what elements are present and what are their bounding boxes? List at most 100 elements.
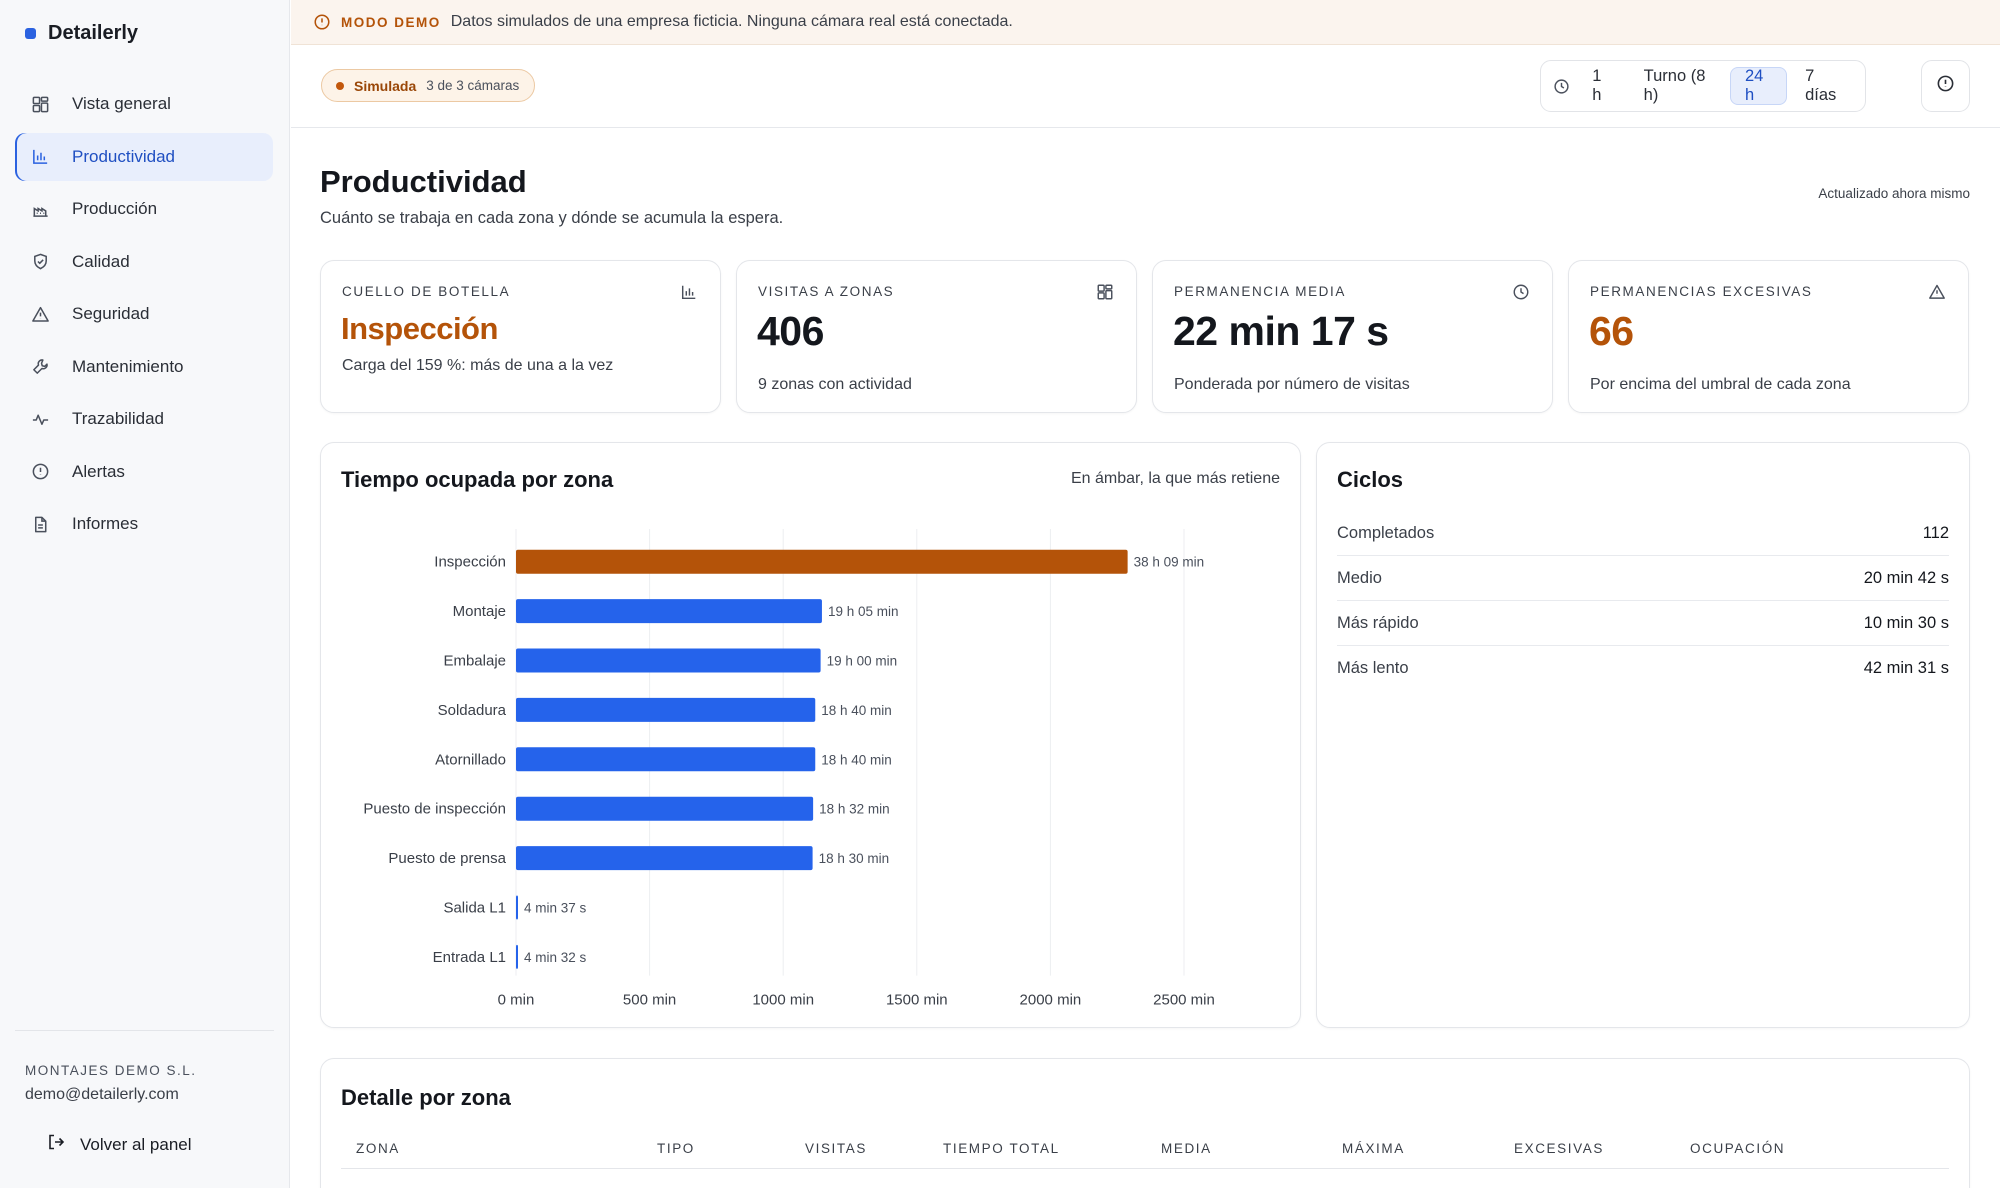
column-header-excessive[interactable]: EXCESIVAS: [1514, 1141, 1604, 1156]
sidebar-item-produccion[interactable]: Producción: [15, 185, 273, 233]
category-label: Montaje: [453, 603, 506, 620]
updated-status: Actualizado ahora mismo: [1818, 186, 1970, 201]
kpi-value: 406: [757, 308, 824, 354]
sidebar: Detailerly Vista general Productividad P…: [0, 0, 290, 1188]
data-label: 19 h 05 min: [828, 604, 899, 619]
info-circle-icon: [313, 13, 331, 31]
range-option-7d[interactable]: 7 días: [1805, 67, 1837, 104]
wrench-icon: [30, 357, 50, 377]
user-email: demo@detailerly.com: [25, 1086, 179, 1103]
demo-banner-text: Datos simulados de una empresa ficticia.…: [450, 13, 1013, 30]
data-label: 19 h 00 min: [827, 654, 898, 669]
cycles-row-slowest: Más lento 42 min 31 s: [1337, 646, 1949, 691]
kpi-value: 22 min 17 s: [1173, 308, 1389, 354]
column-header-visits[interactable]: VISITAS: [805, 1141, 867, 1156]
brand[interactable]: Detailerly: [25, 22, 138, 45]
cycles-label: Medio: [1337, 568, 1382, 587]
demo-mode-tag: MODO DEMO: [341, 14, 441, 30]
activity-icon: [30, 409, 50, 429]
kpi-note: 9 zonas con actividad: [758, 376, 912, 393]
bar-chart-icon: [680, 283, 700, 303]
x-tick-label: 1000 min: [752, 992, 814, 1009]
sidebar-item-trazabilidad[interactable]: Trazabilidad: [15, 395, 273, 443]
page-title: Productividad: [320, 164, 527, 199]
sidebar-item-calidad[interactable]: Calidad: [15, 238, 273, 286]
column-header-occupancy[interactable]: OCUPACIÓN: [1690, 1141, 1786, 1156]
sidebar-item-label: Calidad: [72, 251, 130, 271]
sidebar-item-label: Mantenimiento: [72, 356, 184, 376]
grid-icon: [1096, 283, 1116, 303]
bar-chart-icon: [30, 147, 50, 167]
bar: [516, 697, 816, 722]
zone-occupancy-chart: 0 min 500 min 1000 min 1500 min 2000 min 2500…: [363, 529, 1215, 1009]
back-to-panel-button[interactable]: Volver al panel: [46, 1132, 192, 1157]
camera-count: 3 de 3 cámaras: [426, 78, 520, 93]
grid-icon: [30, 94, 50, 114]
sidebar-item-productividad[interactable]: Productividad: [15, 132, 273, 181]
toolbar: Simulada 3 de 3 cámaras 1 h Turno (8 h) …: [291, 46, 2000, 128]
org-name: MONTAJES DEMO S.L.: [25, 1063, 197, 1078]
sidebar-item-seguridad[interactable]: Seguridad: [15, 290, 273, 338]
demo-banner: MODO DEMO Datos simulados de una empresa…: [291, 0, 2000, 45]
x-tick-label: 0 min: [498, 992, 535, 1009]
kpi-average-stay: PERMANENCIA MEDIA 22 min 17 s Ponderada …: [1152, 260, 1553, 413]
kpi-zone-visits: VISITAS A ZONAS 406 9 zonas con activida…: [736, 260, 1137, 413]
page-subtitle: Cuánto se trabaja en cada zona y dónde s…: [320, 209, 784, 227]
column-header-total-time[interactable]: TIEMPO TOTAL: [943, 1141, 1060, 1156]
status-dot-icon: [336, 81, 344, 90]
category-label: Puesto de prensa: [388, 850, 506, 867]
cycles-label: Más rápido: [1337, 613, 1419, 632]
cycles-value: 20 min 42 s: [1863, 568, 1949, 587]
kpi-note: Por encima del umbral de cada zona: [1590, 376, 1851, 393]
alert-circle-icon: [30, 462, 50, 482]
kpi-label: PERMANENCIA MEDIA: [1174, 284, 1346, 299]
brand-logo-icon: [25, 28, 36, 39]
time-range-selector: 1 h Turno (8 h) 24 h 7 días: [1540, 60, 1866, 112]
bar: [516, 944, 518, 969]
sidebar-item-label: Trazabilidad: [72, 409, 164, 428]
range-option-shift[interactable]: Turno (8 h): [1643, 67, 1706, 104]
category-label: Entrada L1: [433, 949, 506, 966]
column-header-max[interactable]: MÁXIMA: [1342, 1141, 1405, 1156]
sidebar-item-alertas[interactable]: Alertas: [15, 448, 273, 496]
back-to-panel-label: Volver al panel: [80, 1134, 192, 1154]
column-header-zone[interactable]: ZONA: [356, 1141, 400, 1156]
kpi-label: VISITAS A ZONAS: [758, 284, 895, 299]
cycles-row-fastest: Más rápido 10 min 30 s: [1337, 601, 1949, 646]
sidebar-item-vista-general[interactable]: Vista general: [15, 80, 273, 128]
sidebar-item-label: Alertas: [72, 461, 125, 481]
sidebar-item-label: Vista general: [72, 94, 171, 113]
info-button[interactable]: [1921, 60, 1970, 112]
data-label: 18 h 40 min: [821, 752, 892, 767]
cycles-row-completed: Completados 112: [1337, 511, 1949, 556]
cycles-value: 112: [1922, 523, 1949, 542]
clock-icon: [1512, 283, 1532, 303]
range-option-24h[interactable]: 24 h: [1729, 67, 1788, 105]
cycles-row-average: Medio 20 min 42 s: [1337, 556, 1949, 601]
column-header-average[interactable]: MEDIA: [1161, 1141, 1212, 1156]
cycles-card: Ciclos Completados 112 Medio 20 min 42 s…: [1316, 442, 1970, 1028]
zone-occupancy-chart-card: Tiempo ocupada por zona En ámbar, la que…: [320, 442, 1301, 1028]
file-icon: [30, 514, 50, 534]
logout-icon: [46, 1132, 66, 1157]
kpi-value: 66: [1589, 308, 1634, 354]
sidebar-nav: Vista general Productividad Producción C…: [15, 80, 273, 553]
factory-icon: [30, 199, 50, 219]
data-label: 38 h 09 min: [1134, 555, 1205, 570]
sidebar-item-label: Seguridad: [72, 304, 150, 323]
bar: [516, 599, 822, 624]
category-label: Soldadura: [438, 702, 507, 719]
x-tick-label: 2500 min: [1153, 992, 1215, 1009]
category-label: Puesto de inspección: [363, 801, 506, 818]
cycles-value: 42 min 31 s: [1863, 659, 1949, 677]
bar: [516, 648, 821, 673]
shield-check-icon: [30, 252, 50, 272]
sidebar-item-informes[interactable]: Informes: [15, 500, 273, 548]
bar: [516, 895, 518, 920]
category-label: Salida L1: [443, 900, 506, 917]
range-option-1h[interactable]: 1 h: [1592, 67, 1602, 104]
category-label: Embalaje: [443, 653, 506, 670]
column-header-type[interactable]: TIPO: [657, 1141, 695, 1156]
chart-title: Tiempo ocupada por zona: [341, 467, 614, 492]
sidebar-item-mantenimiento[interactable]: Mantenimiento: [15, 343, 273, 391]
